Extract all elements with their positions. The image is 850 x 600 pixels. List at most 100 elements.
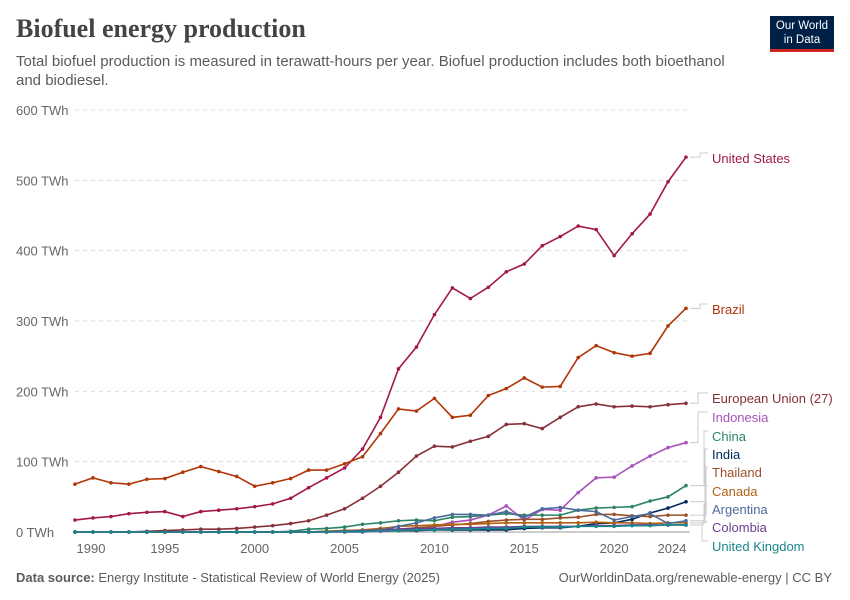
data-point [378,528,383,533]
data-point [450,515,455,520]
data-point [198,464,203,469]
series-line-brazil [74,307,687,488]
data-point [432,516,437,520]
data-point [468,527,473,531]
data-point [432,312,437,317]
data-point [648,405,652,409]
y-tick-label: 600 TWh [16,103,69,118]
data-point [684,440,688,445]
data-point [252,530,257,534]
source-text[interactable]: Energy Institute - Statistical Review of… [98,570,440,585]
data-point [576,515,580,520]
data-point [234,530,239,534]
data-point [504,269,509,274]
label-connector [690,503,708,522]
footer-url[interactable]: OurWorldinData.org/renewable-energy | CC… [558,570,832,585]
data-point [127,511,131,516]
data-point [576,224,580,228]
data-point [684,499,688,504]
data-point [684,401,688,406]
data-point [666,402,670,407]
data-point [666,495,670,499]
data-point [73,530,77,534]
data-point [360,522,365,527]
data-point [198,527,203,531]
data-point [306,527,311,531]
data-point [252,484,257,489]
data-point [522,421,527,426]
data-point [648,499,652,503]
data-point [540,385,545,389]
label-connector [690,466,708,516]
data-point [432,518,437,523]
y-tick-label: 0 TWh [16,525,54,540]
data-point [198,509,203,514]
data-point [145,530,149,534]
data-point [468,518,473,522]
data-point [486,526,491,531]
chart-subtitle: Total biofuel production is measured in … [16,53,725,89]
data-point [540,506,545,511]
data-point [558,525,563,529]
data-point [612,475,616,479]
data-point [216,469,221,474]
data-point [109,480,113,485]
data-point [558,384,563,389]
data-point [558,516,563,520]
y-tick-label: 200 TWh [16,384,69,399]
data-point [504,504,509,508]
label-connector [690,430,708,487]
data-point [396,528,401,533]
data-point [414,454,419,458]
data-point [666,523,670,527]
data-point [163,476,167,481]
data-point [594,524,598,529]
data-point [145,510,149,515]
data-point [504,521,509,525]
y-tick-label: 400 TWh [16,244,69,259]
data-point [324,526,329,531]
data-point [378,415,383,420]
data-point [612,350,616,355]
data-point [342,461,347,466]
data-point [360,447,365,451]
data-point [666,506,670,510]
data-point [127,482,131,486]
data-point [181,514,185,519]
series-label: Argentina [712,502,768,517]
data-point [558,234,563,239]
data-point [648,511,652,516]
data-point [594,520,598,524]
y-tick-label: 300 TWh [16,314,69,329]
data-point [414,409,419,413]
data-point [612,518,616,522]
data-point [522,376,527,380]
data-point [342,506,347,511]
series-label: Canada [712,484,758,499]
data-point [684,518,688,523]
data-point [612,505,616,510]
data-point [522,262,527,266]
data-point [109,514,113,519]
label-connector [690,448,708,503]
data-point [558,513,563,517]
data-point [684,483,688,488]
data-point [324,513,329,517]
data-point [594,476,598,480]
data-point [127,530,131,534]
data-point [396,470,401,475]
data-point [306,485,311,490]
data-point [576,490,580,495]
data-point [234,474,239,479]
data-point [612,405,616,409]
owid-logo[interactable]: Our World in Data [770,16,834,52]
data-point [504,386,509,391]
data-point [522,521,527,525]
data-point [450,286,455,290]
data-point [594,343,598,348]
data-point [288,521,293,526]
chart-title: Biofuel energy production [16,14,306,43]
data-point [630,523,634,528]
data-point [396,518,401,523]
data-point [360,529,365,534]
